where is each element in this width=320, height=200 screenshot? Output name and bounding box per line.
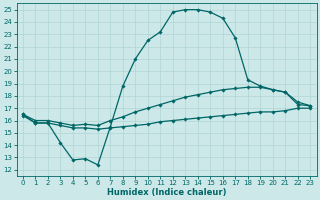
X-axis label: Humidex (Indice chaleur): Humidex (Indice chaleur) bbox=[107, 188, 226, 197]
